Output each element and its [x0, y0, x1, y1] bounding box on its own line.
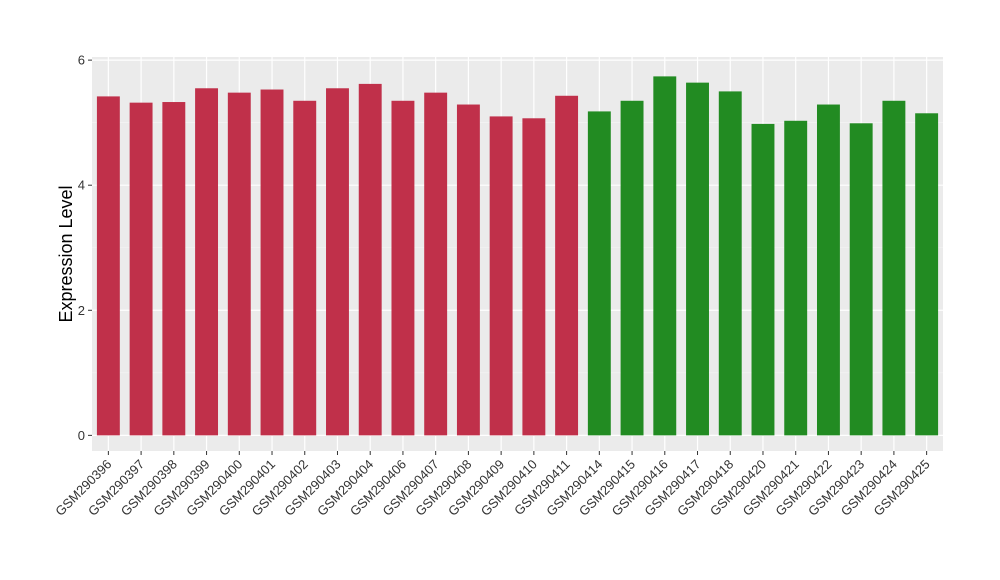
bar-GSM290414 — [587, 111, 611, 436]
bar-GSM290408 — [456, 104, 480, 436]
bar-GSM290398 — [162, 102, 186, 436]
bar-GSM290417 — [686, 82, 709, 436]
bar-GSM290423 — [849, 123, 873, 436]
bar-GSM290411 — [555, 95, 579, 436]
bars — [96, 76, 939, 436]
bar-GSM290420 — [751, 123, 775, 436]
bar-GSM290400 — [227, 92, 251, 436]
y-tick-label: 0 — [78, 428, 85, 443]
bar-GSM290406 — [391, 100, 415, 436]
bar-GSM290415 — [620, 100, 644, 436]
bar-GSM290401 — [260, 89, 284, 436]
bar-GSM290407 — [424, 92, 448, 436]
y-axis-title: Expression Level — [56, 185, 76, 322]
x-axis: GSM290396GSM290397GSM290398GSM290399GSM2… — [52, 451, 933, 519]
y-tick-label: 4 — [78, 178, 85, 193]
bar-GSM290402 — [293, 100, 317, 436]
bar-GSM290409 — [489, 116, 513, 436]
bar-GSM290424 — [882, 100, 906, 436]
bar-GSM290410 — [522, 118, 546, 436]
bar-GSM290421 — [784, 120, 808, 436]
bar-GSM290404 — [358, 83, 382, 436]
bar-GSM290422 — [816, 104, 840, 436]
y-tick-label: 2 — [78, 303, 85, 318]
bar-GSM290396 — [96, 96, 120, 436]
plot-panel — [92, 57, 943, 451]
bar-GSM290403 — [326, 88, 349, 436]
y-tick-label: 6 — [78, 53, 85, 68]
bar-GSM290425 — [915, 113, 939, 436]
bar-GSM290418 — [718, 91, 742, 436]
bar-GSM290416 — [653, 76, 677, 436]
bar-GSM290397 — [129, 102, 153, 436]
y-axis: 0 2 4 6 — [78, 53, 92, 443]
bar-GSM290399 — [195, 88, 219, 436]
